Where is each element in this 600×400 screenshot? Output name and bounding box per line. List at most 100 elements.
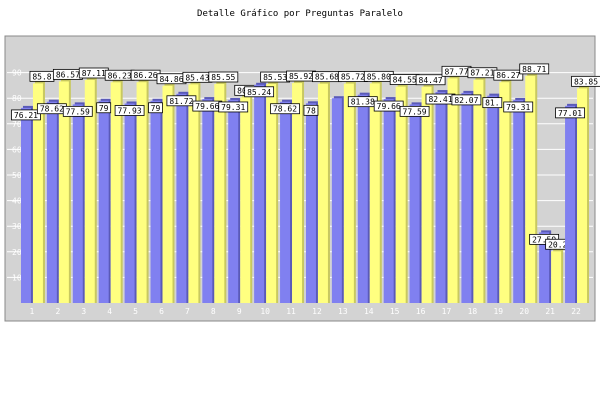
bar-series-a (98, 100, 109, 303)
bar-series-a (46, 101, 57, 303)
data-label-a-box (148, 102, 163, 114)
data-label-a-box (218, 101, 249, 113)
data-label-a: 81.38 (351, 98, 375, 107)
data-label-b: 84.47 (419, 76, 443, 85)
bar-series-b (395, 86, 406, 303)
x-tick-label: 13 (338, 307, 348, 316)
data-label-b: 85.53 (263, 73, 287, 82)
data-label-b: 85.68 (315, 73, 339, 82)
data-label-a-box (503, 101, 534, 113)
bar-series-b (317, 83, 328, 303)
data-label-a-box (11, 109, 41, 121)
bar-series-a (565, 105, 576, 303)
data-label-b: 84.86 (159, 75, 183, 84)
data-label-a-box (555, 107, 585, 119)
bar-series-a (435, 92, 446, 304)
data-label-b: 86.26 (134, 71, 158, 80)
bar-series-a (254, 84, 265, 303)
bar-series-b (421, 86, 432, 303)
chart-title: Detalle Gráfico por Preguntas Paralelo (197, 9, 403, 19)
data-label-a: 78 (306, 106, 316, 115)
bar-series-b (551, 251, 562, 303)
x-tick-label: 14 (364, 307, 374, 316)
data-label-b: 85.72 (341, 73, 365, 82)
data-label-a: 77.93 (118, 106, 142, 115)
bar-series-b (240, 97, 251, 304)
bar-series-a (513, 99, 524, 303)
bar-series-b (188, 84, 199, 304)
x-tick-label: 1 (30, 307, 35, 316)
x-tick-label: 4 (107, 307, 112, 316)
data-label-b: 86.57 (56, 70, 80, 79)
data-label-a: 79 (99, 104, 109, 113)
bar-series-a (280, 101, 291, 303)
data-label-a: 81.72 (169, 97, 193, 106)
bar-series-b (58, 81, 69, 303)
bar-series-b (343, 83, 354, 304)
data-label-a-box (62, 105, 93, 117)
y-tick-label: 70 (12, 120, 22, 129)
x-tick-label: 21 (545, 307, 555, 316)
x-tick-label: 19 (493, 307, 503, 316)
data-label-b: 85.80 (367, 72, 391, 81)
data-label-a: 77.59 (403, 107, 427, 116)
bar-series-a (150, 100, 161, 303)
data-label-a-box (244, 86, 275, 98)
data-label-a: 79.31 (506, 103, 530, 112)
bar-series-a (124, 103, 135, 303)
data-label-a-box (451, 94, 482, 106)
bar-series-b (84, 79, 95, 303)
bar-series-b (292, 83, 303, 303)
data-label-b: 84.55 (393, 76, 417, 85)
data-label-b-box (493, 69, 524, 81)
data-label-b: 88.71 (522, 65, 546, 74)
data-label-a: 85.24 (247, 88, 271, 97)
x-tick-label: 22 (571, 307, 581, 316)
data-label-b: 85.92 (289, 72, 313, 81)
data-label-a: 79 (151, 104, 161, 113)
x-tick-label: 18 (468, 307, 478, 316)
x-tick-label: 12 (312, 307, 322, 316)
data-label-a-box (96, 102, 112, 114)
bar-series-a (305, 103, 316, 303)
bar-series-b (473, 79, 484, 303)
data-label-a-box (303, 104, 319, 116)
y-tick-label: 60 (12, 145, 22, 154)
bar-series-a (539, 232, 550, 303)
data-label-a-box (270, 103, 300, 115)
y-tick-label: 50 (12, 171, 22, 180)
bar-series-a (20, 107, 31, 303)
data-label-b-box (571, 75, 600, 87)
bar-series-a (357, 94, 368, 303)
bar-series-a (461, 92, 472, 303)
data-label-b: 87.77 (444, 67, 468, 76)
x-tick-label: 3 (81, 307, 86, 316)
y-tick-label: 30 (12, 222, 22, 231)
y-tick-label: 20 (12, 248, 22, 257)
data-label-b-box (415, 74, 446, 86)
data-label-b: 85.43 (185, 73, 209, 82)
data-label-b-box (208, 71, 239, 83)
x-tick-label: 10 (260, 307, 270, 316)
data-label-b: 87.21 (470, 69, 494, 78)
data-label-a: 79.31 (221, 103, 245, 112)
data-label-a: 82.07 (454, 96, 478, 105)
bar-series-b (32, 83, 43, 304)
x-tick-label: 6 (159, 307, 164, 316)
data-label-a-box (114, 105, 145, 116)
bar-series-b (266, 84, 277, 303)
bar-series-b (525, 75, 536, 303)
data-label-a: 76.21 (14, 111, 38, 120)
y-tick-label: 10 (12, 273, 22, 282)
x-tick-label: 8 (211, 307, 216, 316)
data-label-b: 20.21 (548, 240, 572, 249)
data-label-a: 78.62 (40, 105, 64, 114)
x-tick-label: 17 (442, 307, 452, 316)
bar-series-b (577, 88, 588, 304)
data-label-b: 87.11 (82, 69, 106, 78)
data-label-a: 78.62 (273, 105, 297, 114)
bar-series-b (369, 83, 380, 304)
bar-series-b (136, 82, 147, 303)
data-label-a-box (482, 97, 503, 109)
